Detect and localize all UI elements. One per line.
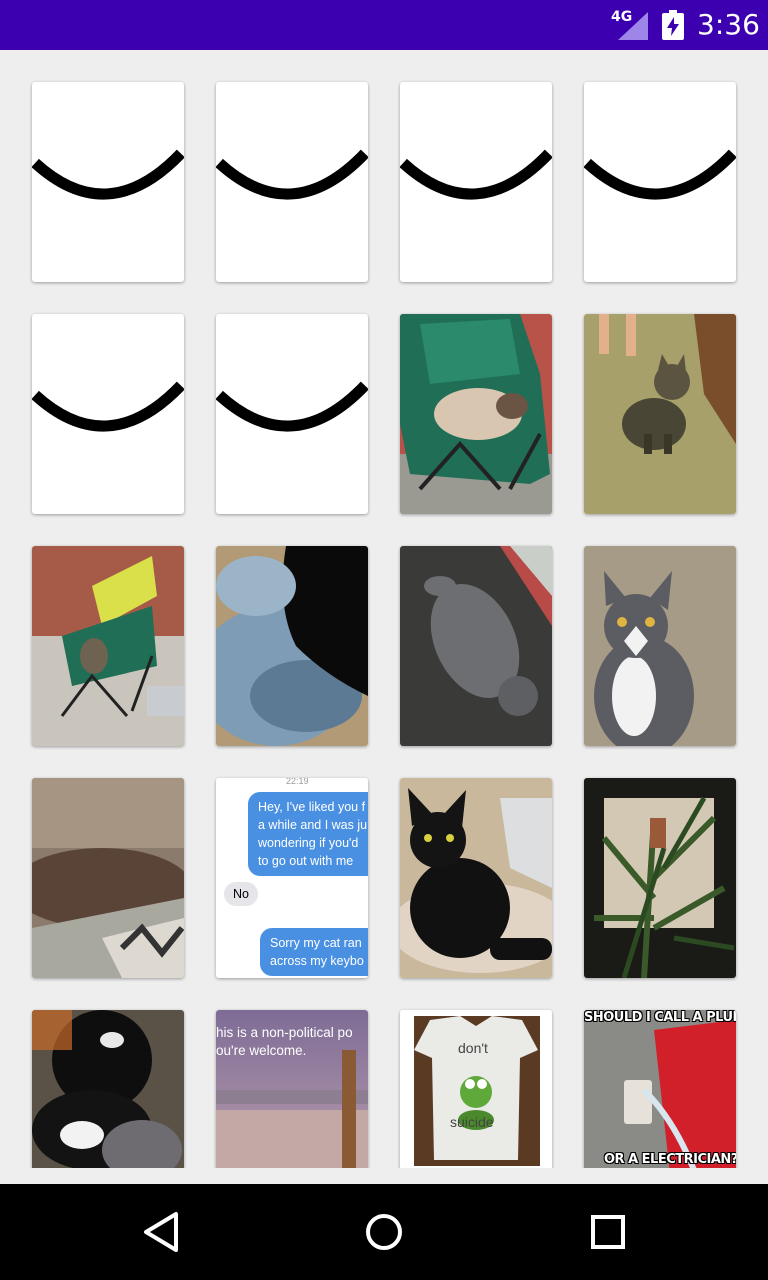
hidden-card[interactable] <box>32 314 184 514</box>
photo-card-gray-white-cat[interactable] <box>584 546 736 746</box>
black-cat-fountain-photo <box>216 546 368 746</box>
siamese-cat-photo <box>400 314 552 514</box>
photo-card-tabby-under-chairs[interactable] <box>32 546 184 746</box>
photo-card-plumber-meme[interactable]: SHOULD I CALL A PLUMBI OR A ELECTRICIAN? <box>584 1010 736 1168</box>
hidden-card[interactable] <box>216 82 368 282</box>
message-bubble: Sorry my cat ran across my keybo <box>260 928 368 976</box>
beach-photo <box>216 1010 368 1168</box>
shirt-text-bottom: suicide <box>450 1114 494 1130</box>
photo-card-black-cat-on-pillow[interactable] <box>400 778 552 978</box>
clock: 3:36 <box>697 8 760 41</box>
gray-white-cat-photo <box>584 546 736 746</box>
battery-charging-icon <box>662 10 684 40</box>
cushion-photo <box>32 778 184 978</box>
card-grid: 22:19 Hey, I've liked you f a while and … <box>0 50 768 1168</box>
black-cat-pillow-photo <box>400 778 552 978</box>
status-bar: 4G 3:36 <box>0 0 768 50</box>
navigation-bar <box>0 1184 768 1280</box>
photo-card-plants-window[interactable] <box>584 778 736 978</box>
tabby-under-chairs-photo <box>32 546 184 746</box>
kermit-shirt-photo <box>400 1010 552 1168</box>
network-type: 4G <box>611 9 633 25</box>
home-icon[interactable] <box>354 1208 414 1256</box>
beach-caption: his is a non-political po ou're welcome. <box>216 1025 353 1058</box>
photo-card-tabby-on-floor[interactable] <box>584 314 736 514</box>
closed-eye-icon <box>584 149 736 200</box>
recents-icon[interactable] <box>578 1208 638 1256</box>
back-icon[interactable] <box>130 1208 190 1256</box>
photo-card-black-white-cats-sleeping[interactable] <box>32 1010 184 1168</box>
tabby-cat-photo <box>584 314 736 514</box>
reply-bubble: No <box>224 882 258 906</box>
meme-top-text: SHOULD I CALL A PLUMBI <box>584 1010 736 1025</box>
hidden-card[interactable] <box>32 82 184 282</box>
sleeping-cats-photo <box>32 1010 184 1168</box>
hidden-card[interactable] <box>216 314 368 514</box>
hidden-card[interactable] <box>584 82 736 282</box>
closed-eye-icon <box>216 381 368 432</box>
photo-card-cushion-blur[interactable] <box>32 778 184 978</box>
plants-photo <box>584 778 736 978</box>
gray-cat-photo <box>400 546 552 746</box>
photo-card-kermit-shirt[interactable]: don't suicide <box>400 1010 552 1168</box>
message-bubble: Hey, I've liked you f a while and I was … <box>248 792 368 876</box>
photo-card-gray-cat-on-back[interactable] <box>400 546 552 746</box>
closed-eye-icon <box>400 149 552 200</box>
closed-eye-icon <box>216 149 368 200</box>
photo-card-text-message[interactable]: 22:19 Hey, I've liked you f a while and … <box>216 778 368 978</box>
photo-card-beach-post[interactable]: his is a non-political po ou're welcome. <box>216 1010 368 1168</box>
meme-bottom-text: OR A ELECTRICIAN? <box>604 1152 736 1167</box>
plumber-meme-photo <box>584 1010 736 1168</box>
shirt-text-top: don't <box>458 1040 488 1056</box>
photo-card-black-cat-at-fountain[interactable] <box>216 546 368 746</box>
closed-eye-icon <box>32 381 184 432</box>
photo-card-siamese-in-chair[interactable] <box>400 314 552 514</box>
closed-eye-icon <box>32 149 184 200</box>
message-timestamp: 22:19 <box>286 778 309 786</box>
hidden-card[interactable] <box>400 82 552 282</box>
signal-icon <box>618 12 648 40</box>
